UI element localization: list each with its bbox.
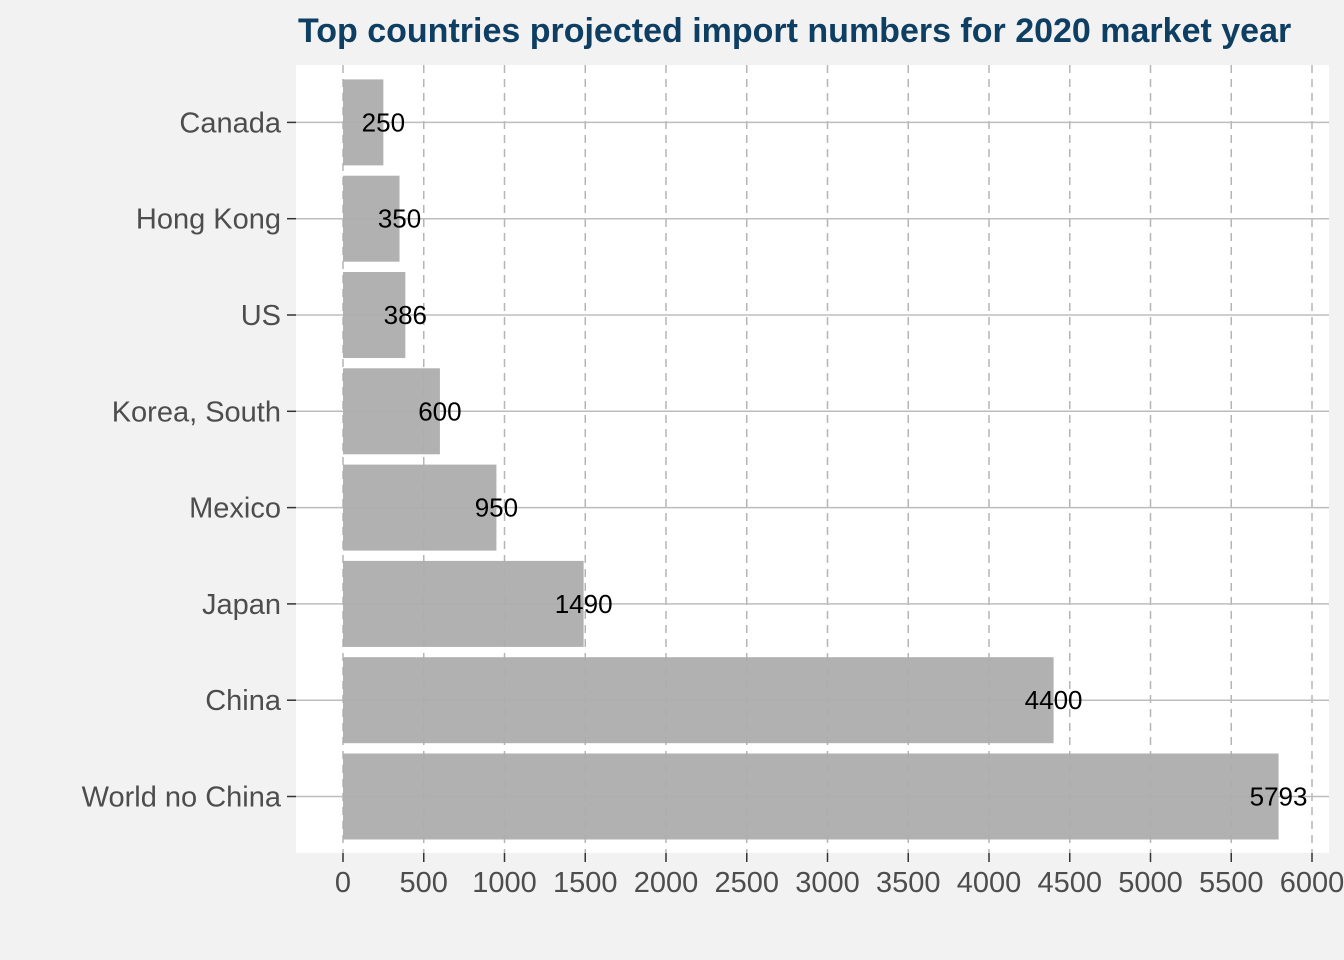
- x-tick-label: 1000: [472, 867, 537, 899]
- x-tick-label: 0: [335, 867, 351, 899]
- data-label: 950: [475, 493, 518, 523]
- y-tick-label: Hong Kong: [136, 204, 281, 236]
- x-tick-label: 5000: [1118, 867, 1183, 899]
- bar: [343, 464, 497, 551]
- x-tick-label: 6000: [1280, 867, 1344, 899]
- x-tick-label: 2500: [714, 867, 779, 899]
- bar: [343, 272, 406, 358]
- data-label: 1490: [555, 589, 613, 619]
- data-label: 350: [378, 204, 421, 234]
- y-tick-label: Canada: [179, 107, 281, 139]
- x-tick-label: 3000: [795, 867, 860, 899]
- chart-title: Top countries projected import numbers f…: [298, 12, 1291, 50]
- data-labels: 5793 4400 1490 950 600 386 350 250: [362, 107, 1308, 811]
- x-tick-label: 3500: [876, 867, 941, 899]
- y-tick-label: US: [241, 300, 281, 332]
- data-label: 250: [362, 107, 405, 137]
- y-axis: World no China China Japan Mexico Korea, Sou…: [82, 107, 296, 814]
- y-tick-label: World no China: [82, 782, 282, 814]
- x-tick-label: 4000: [957, 867, 1022, 899]
- x-tick-label: 500: [400, 867, 448, 899]
- bar: [343, 79, 384, 166]
- x-tick-label: 4500: [1037, 867, 1102, 899]
- data-label: 5793: [1250, 782, 1308, 812]
- x-axis: 0 500 1000 1500 2000 2500 3000 3500 4000 4500 5000…: [335, 853, 1344, 899]
- bar: [343, 657, 1054, 744]
- data-label: 4400: [1025, 685, 1083, 715]
- x-tick-label: 1500: [553, 867, 618, 899]
- y-tick-label: Mexico: [189, 493, 281, 525]
- bar: [343, 368, 440, 455]
- y-tick-label: China: [205, 685, 282, 717]
- bar: [343, 175, 400, 262]
- bar: [343, 560, 584, 647]
- y-tick-label: Korea, South: [112, 396, 281, 428]
- x-gridlines: [342, 65, 1313, 853]
- y-tick-label: Japan: [202, 589, 281, 621]
- x-tick-label: 5500: [1199, 867, 1264, 899]
- x-tick-label: 2000: [634, 867, 699, 899]
- bar: [343, 753, 1279, 840]
- data-label: 600: [418, 396, 461, 426]
- data-label: 386: [384, 300, 427, 330]
- bars: [343, 79, 1279, 840]
